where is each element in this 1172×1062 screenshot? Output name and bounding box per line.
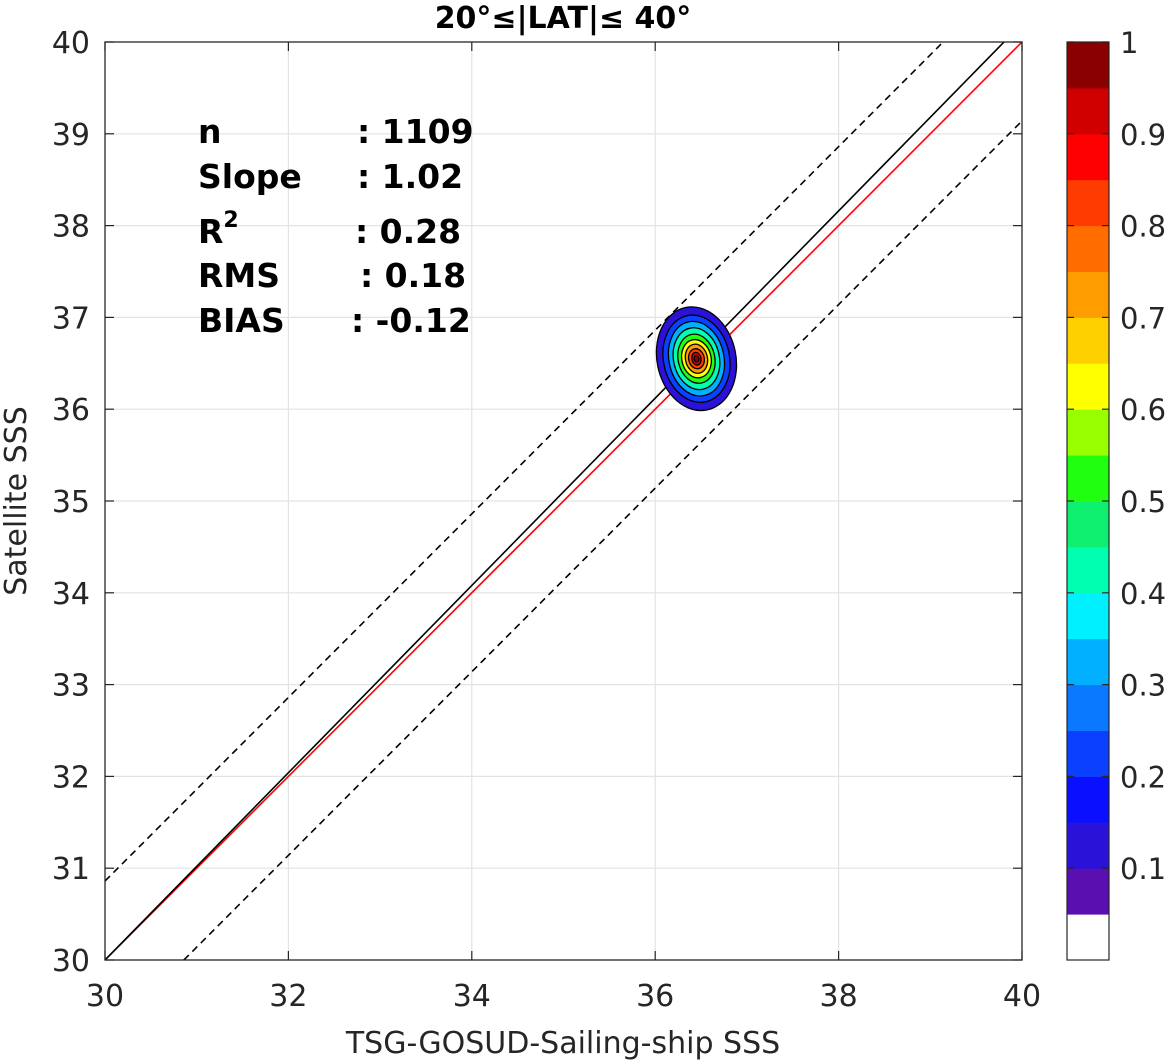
density-contour — [693, 354, 700, 363]
colorbar-segment — [1067, 133, 1109, 181]
chart-title: 20°≤|LAT|≤ 40° — [435, 1, 692, 36]
colorbar-segment — [1067, 868, 1109, 915]
one-to-one-line — [105, 42, 1022, 960]
y-tick-label: 35 — [52, 485, 90, 520]
colorbar-tick-label: 0.8 — [1120, 210, 1166, 244]
y-tick-label: 34 — [52, 577, 90, 612]
colorbar-segment — [1067, 684, 1109, 731]
stat-r2-letter: R — [198, 212, 223, 251]
y-tick-label: 37 — [52, 301, 90, 336]
lower-bound-line — [183, 120, 1022, 960]
colorbar-segment — [1067, 638, 1109, 686]
x-tick-label: 32 — [269, 979, 307, 1014]
colorbar-segment — [1067, 271, 1109, 318]
axis-ticks: 30 32 34 36 38 40 30 31 32 33 34 35 36 37 38 39 40 — [52, 26, 1041, 1014]
colorbar-segment — [1067, 822, 1109, 869]
colorbar-tick-label: 0.5 — [1120, 485, 1166, 519]
grid-lines — [105, 42, 1022, 960]
colorbar-segment — [1067, 592, 1109, 640]
x-tick-label: 30 — [86, 979, 124, 1014]
stats-box: n : 1109 Slope : 1.02 R2 : 0.28 RMS : 0.… — [198, 112, 474, 340]
stat-r2-value: : 0.28 — [355, 212, 461, 251]
x-tick-label: 40 — [1003, 979, 1041, 1014]
x-tick-label: 34 — [453, 979, 491, 1014]
colorbar-segment — [1067, 546, 1109, 594]
colorbar-segment — [1067, 179, 1109, 227]
colorbar-segment — [1067, 914, 1109, 961]
stat-slope-value: : 1.02 — [357, 157, 463, 196]
colorbar-segment — [1067, 409, 1109, 456]
colorbar-segment — [1067, 776, 1109, 823]
colorbar-segment — [1067, 363, 1109, 410]
stat-bias-label: BIAS — [198, 301, 285, 340]
stat-r2-label: R2 — [198, 208, 239, 251]
y-tick-label: 36 — [52, 393, 90, 428]
stat-rms-label: RMS — [198, 256, 280, 295]
y-tick-label: 31 — [52, 852, 90, 887]
colorbar-tick-label: 0.4 — [1120, 577, 1166, 611]
stat-n-label: n — [198, 112, 222, 151]
colorbar-segment — [1067, 455, 1109, 502]
upper-bound-line — [105, 42, 945, 882]
colorbar-segment — [1067, 317, 1109, 364]
reference-lines — [105, 42, 1022, 960]
y-tick-label: 38 — [52, 210, 90, 245]
colorbar-tick-label: 0.1 — [1120, 852, 1166, 886]
stat-n-value: : 1109 — [357, 112, 474, 151]
y-tick-label: 32 — [52, 760, 90, 795]
stat-rms-value: : 0.18 — [360, 256, 466, 295]
colorbar-tick-label: 0.3 — [1120, 669, 1166, 703]
x-axis-label: TSG-GOSUD-Sailing-ship SSS — [345, 1026, 780, 1061]
regression-line — [105, 42, 1006, 960]
y-tick-label: 33 — [52, 669, 90, 704]
colorbar: 0.1 0.2 0.3 0.4 0.5 0.6 0.7 0.8 0.9 1 — [1066, 26, 1166, 961]
colorbar-segment — [1067, 730, 1109, 777]
colorbar-segment — [1067, 87, 1109, 135]
colorbar-tick-label: 0.9 — [1120, 118, 1166, 152]
colorbar-segment — [1067, 42, 1109, 89]
stat-bias-value: : -0.12 — [351, 301, 471, 340]
colorbar-tick-label: 1 — [1120, 26, 1138, 60]
colorbar-segment — [1067, 225, 1109, 272]
colorbar-tick-label: 0.6 — [1120, 393, 1166, 427]
stat-slope-label: Slope — [198, 157, 302, 196]
y-tick-label: 30 — [52, 944, 90, 979]
colorbar-tick-label: 0.2 — [1120, 760, 1166, 794]
x-tick-label: 38 — [820, 979, 858, 1014]
y-tick-label: 40 — [52, 26, 90, 61]
stat-r2-superscript: 2 — [223, 208, 238, 233]
colorbar-segment — [1067, 501, 1109, 548]
x-tick-label: 36 — [636, 979, 674, 1014]
density-contours — [655, 306, 738, 412]
colorbar-tick-label: 0.7 — [1120, 301, 1166, 335]
y-axis-label: Satellite SSS — [0, 406, 34, 596]
y-tick-label: 39 — [52, 118, 90, 153]
